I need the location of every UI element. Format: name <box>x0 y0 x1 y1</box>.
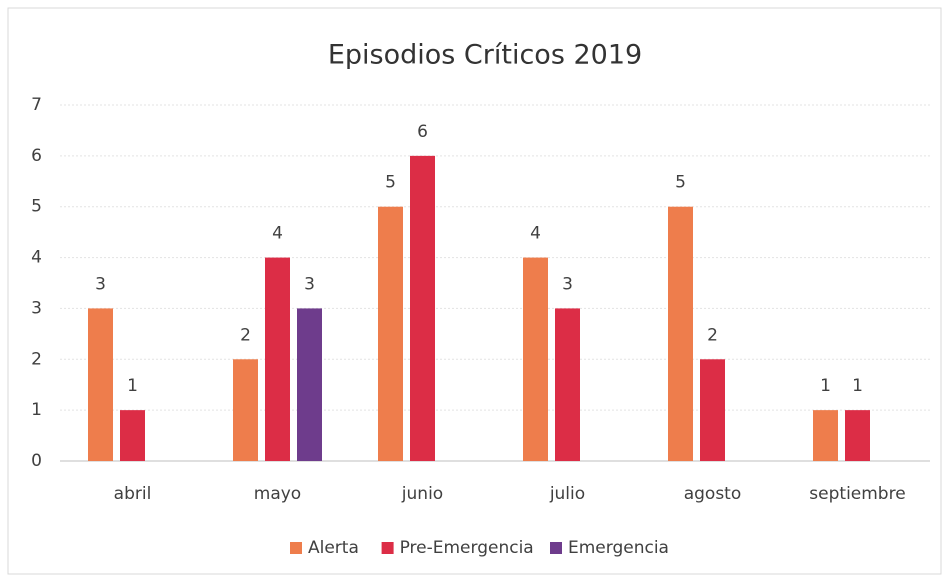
y-tick-label: 4 <box>31 248 42 268</box>
bar <box>813 410 838 461</box>
y-tick-label: 2 <box>31 349 42 369</box>
chart-title: Episodios Críticos 2019 <box>328 40 642 71</box>
y-tick-label: 6 <box>31 146 42 166</box>
legend-swatch <box>290 542 302 554</box>
bar <box>120 410 145 461</box>
data-label: 1 <box>852 376 863 396</box>
legend-label: Pre-Emergencia <box>400 538 534 558</box>
chart-frame <box>7 7 942 575</box>
data-label: 1 <box>127 376 138 396</box>
bar <box>555 308 580 461</box>
x-tick-label: junio <box>401 484 443 504</box>
y-tick-label: 7 <box>31 95 42 115</box>
bar <box>410 155 435 461</box>
data-label: 5 <box>675 173 686 193</box>
y-tick-label: 0 <box>31 451 42 471</box>
data-label: 1 <box>820 376 831 396</box>
bar <box>233 359 258 461</box>
data-label: 5 <box>385 173 396 193</box>
y-tick-label: 1 <box>31 400 42 420</box>
x-tick-label: mayo <box>254 484 301 504</box>
bar <box>378 206 403 461</box>
data-label: 2 <box>240 325 251 345</box>
y-tick-label: 3 <box>31 298 42 318</box>
data-label: 4 <box>530 224 541 244</box>
bar <box>88 308 113 461</box>
bar <box>297 308 322 461</box>
data-label: 3 <box>562 274 573 294</box>
x-tick-label: abril <box>114 484 152 504</box>
x-tick-label: julio <box>549 484 585 504</box>
data-label: 3 <box>95 274 106 294</box>
bar <box>668 206 693 461</box>
legend-swatch <box>550 542 562 554</box>
bar <box>845 410 870 461</box>
legend-label: Emergencia <box>568 538 669 558</box>
y-tick-label: 5 <box>31 197 42 217</box>
x-tick-label: agosto <box>684 484 742 504</box>
bar <box>700 359 725 461</box>
legend-swatch <box>381 542 394 554</box>
data-label: 3 <box>304 274 315 294</box>
data-label: 2 <box>707 325 718 345</box>
data-label: 6 <box>417 122 428 142</box>
legend-label: Alerta <box>308 538 359 558</box>
bar <box>265 257 290 461</box>
data-label: 4 <box>272 224 283 244</box>
x-tick-label: septiembre <box>809 484 905 504</box>
bar <box>523 257 548 461</box>
